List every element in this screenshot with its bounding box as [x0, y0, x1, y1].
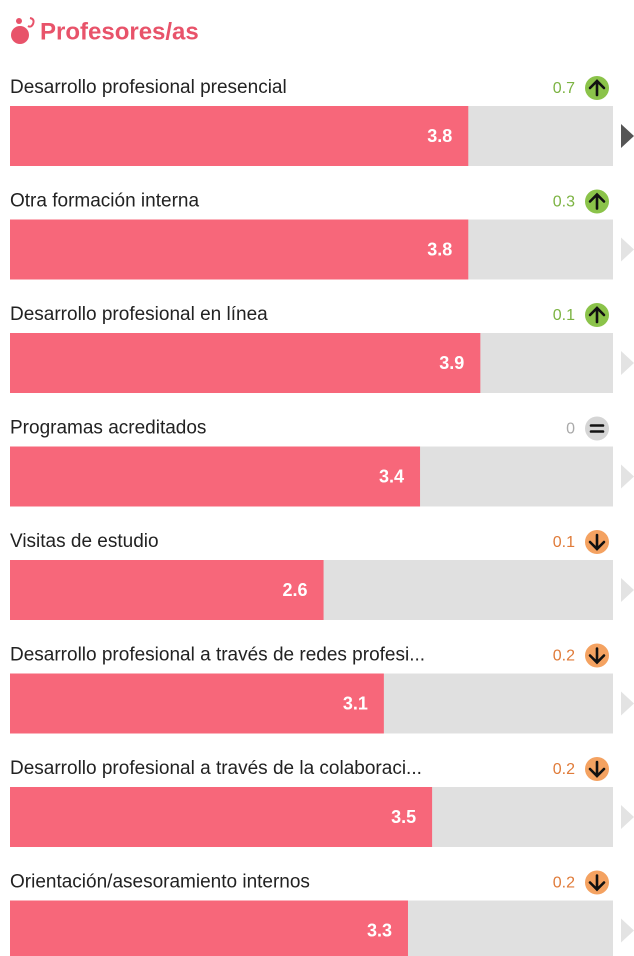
category-label: Desarrollo profesional a través de la co… [10, 758, 422, 779]
change-arrow [588, 760, 606, 778]
bar [10, 560, 324, 620]
value-label: 3.9 [439, 353, 464, 373]
bar [10, 219, 469, 280]
category-label: Otra formación interna [10, 191, 199, 212]
bar [10, 787, 433, 847]
value-label: 3.8 [427, 239, 452, 259]
value-label: 3.4 [379, 466, 404, 486]
change-label: 0 [566, 421, 575, 438]
change-arrow [588, 306, 606, 324]
bar [10, 673, 384, 734]
category-label: Desarrollo profesional en línea [10, 304, 268, 325]
row-arrow [621, 124, 634, 148]
change-arrow [588, 874, 606, 892]
row-arrow [621, 351, 634, 375]
change-label: 0.2 [553, 875, 575, 892]
row-arrow [621, 464, 634, 489]
change-arrow [589, 424, 605, 433]
change-icon [585, 303, 609, 327]
category-label: Desarrollo profesional a través de redes… [10, 645, 425, 666]
change-label: 0.2 [553, 648, 575, 665]
change-icon [585, 870, 609, 895]
bar [10, 900, 408, 956]
bar [10, 333, 481, 393]
row-arrow [621, 578, 634, 602]
change-arrow [588, 192, 606, 210]
title-icon [11, 17, 35, 44]
change-icon [585, 416, 609, 441]
change-label: 0.2 [553, 761, 575, 778]
value-label: 3.8 [427, 126, 452, 146]
change-icon [585, 643, 609, 668]
row-arrow [621, 805, 634, 829]
chart-title: Profesores/as [40, 18, 199, 45]
change-arrow [588, 647, 606, 665]
value-label: 3.5 [391, 807, 416, 827]
change-label: 0.3 [553, 194, 575, 211]
category-label: Programas acreditados [10, 418, 206, 439]
change-icon [585, 189, 609, 214]
change-label: 0.1 [553, 307, 575, 324]
row-arrow [621, 237, 634, 262]
change-arrow [588, 533, 606, 551]
change-icon [585, 76, 609, 100]
value-label: 2.6 [283, 580, 308, 600]
category-label: Visitas de estudio [10, 531, 159, 552]
change-arrow [588, 79, 606, 97]
bar [10, 106, 469, 166]
value-label: 3.3 [367, 920, 392, 940]
change-icon [585, 757, 609, 781]
bar [10, 446, 421, 507]
change-icon-bg [585, 416, 609, 441]
change-label: 0.1 [553, 534, 575, 551]
category-label: Orientación/asesoramiento internos [10, 872, 310, 893]
row-arrow [621, 691, 634, 716]
category-label: Desarrollo profesional presencial [10, 77, 287, 98]
value-label: 3.1 [343, 693, 368, 713]
change-icon [585, 530, 609, 554]
row-arrow [621, 918, 634, 943]
change-label: 0.7 [553, 80, 575, 97]
